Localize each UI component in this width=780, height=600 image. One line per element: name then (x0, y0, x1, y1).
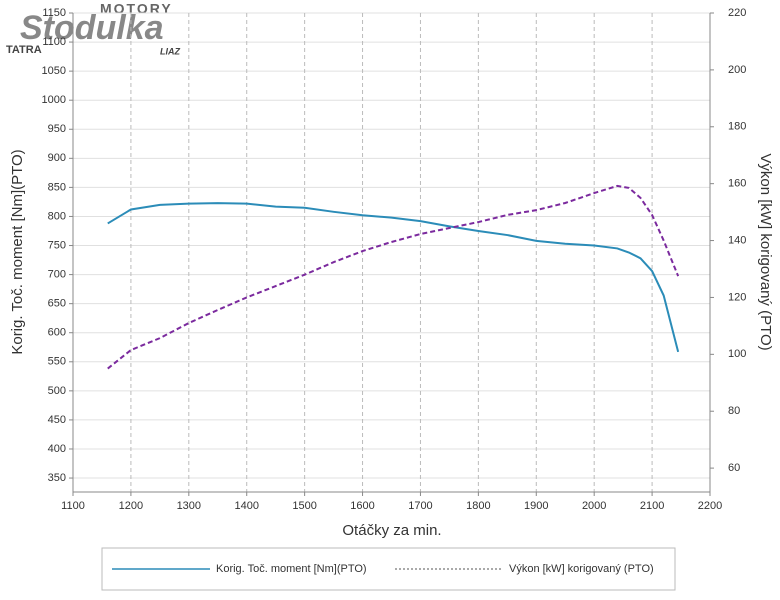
y-tick-label: 750 (48, 239, 66, 251)
x-tick-label: 2100 (640, 500, 664, 512)
y-tick-label: 1000 (42, 94, 66, 106)
x-tick-label: 1800 (466, 500, 490, 512)
y2-tick-label: 60 (728, 462, 740, 474)
y2-axis-label: Výkon [kW] korigovaný (PTO) (757, 153, 774, 350)
y-tick-label: 1050 (42, 65, 66, 77)
y2-tick-label: 160 (728, 178, 746, 190)
y2-tick-label: 200 (728, 64, 746, 76)
x-tick-label: 1700 (408, 500, 432, 512)
x-tick-label: 1500 (292, 500, 316, 512)
y-tick-label: 900 (48, 152, 66, 164)
x-tick-label: 1200 (119, 500, 143, 512)
y-tick-label: 600 (48, 327, 66, 339)
y2-tick-label: 140 (728, 234, 746, 246)
y-axis-label: Korig. Toč. moment [Nm](PTO) (9, 149, 26, 354)
legend-label: Výkon [kW] korigovaný (PTO) (509, 563, 654, 575)
legend-box (101, 547, 676, 591)
logo-name: Stodulka (20, 9, 164, 47)
y2-tick-label: 80 (728, 405, 740, 417)
y-tick-label: 350 (48, 472, 66, 484)
x-tick-label: 2200 (698, 500, 722, 512)
y-tick-label: 1150 (42, 7, 66, 19)
legend-label: Korig. Toč. moment [Nm](PTO) (216, 563, 367, 575)
series-line (107, 202, 680, 353)
x-tick-label: 1300 (177, 500, 201, 512)
y2-tick-label: 180 (728, 121, 746, 133)
y2-tick-label: 120 (728, 291, 746, 303)
y-tick-label: 1100 (42, 36, 66, 48)
y-tick-label: 500 (48, 385, 66, 397)
logo-right: LIAZ (160, 46, 180, 56)
x-tick-label: 2000 (582, 500, 606, 512)
x-tick-label: 1400 (234, 500, 258, 512)
x-tick-label: 1900 (524, 500, 548, 512)
y-tick-label: 850 (48, 181, 66, 193)
y-tick-label: 550 (48, 356, 66, 368)
y-tick-label: 700 (48, 268, 66, 280)
logo-left: TATRA (6, 44, 42, 56)
x-tick-label: 1100 (61, 500, 85, 512)
y-tick-label: 400 (48, 443, 66, 455)
y2-tick-label: 220 (728, 7, 746, 19)
y-tick-label: 950 (48, 123, 66, 135)
y2-tick-label: 100 (728, 348, 746, 360)
y-tick-label: 650 (48, 298, 66, 310)
x-axis-label: Otáčky za min. (342, 522, 441, 539)
y-tick-label: 450 (48, 414, 66, 426)
series-line (107, 184, 680, 370)
x-tick-label: 1600 (350, 500, 374, 512)
y-tick-label: 800 (48, 210, 66, 222)
